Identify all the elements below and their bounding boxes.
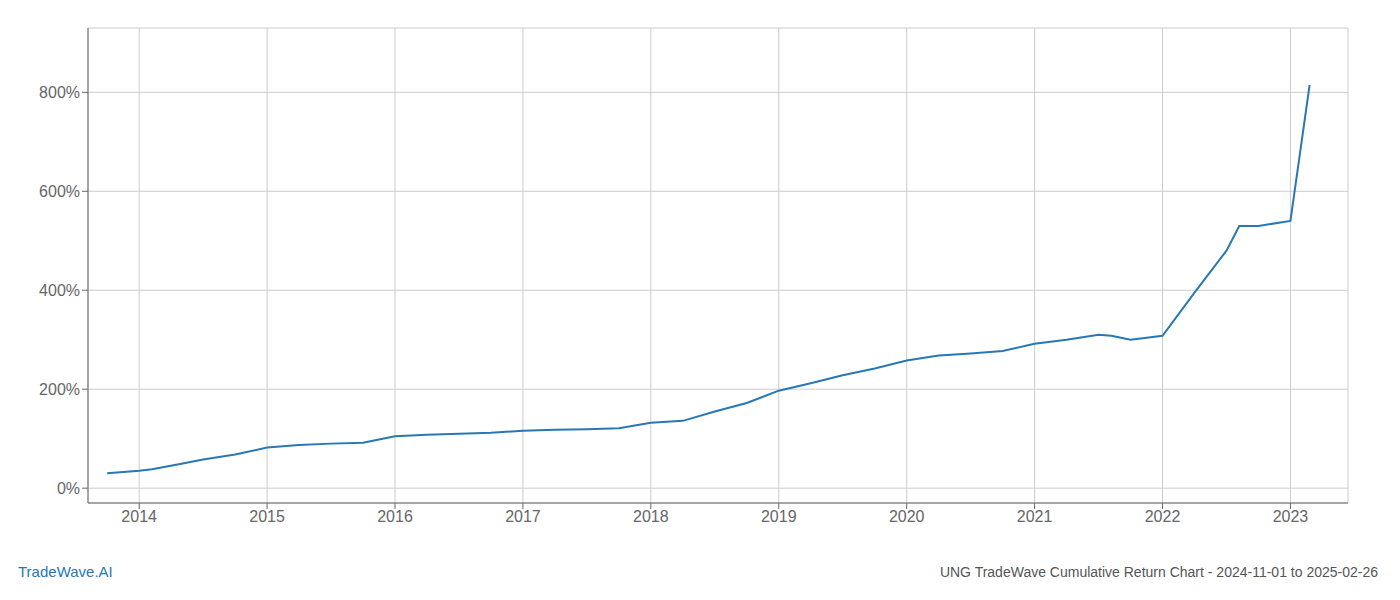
- svg-text:2020: 2020: [889, 508, 925, 525]
- svg-text:2015: 2015: [249, 508, 285, 525]
- svg-text:2021: 2021: [1017, 508, 1053, 525]
- svg-text:2016: 2016: [377, 508, 413, 525]
- svg-text:0%: 0%: [57, 480, 80, 497]
- svg-text:2018: 2018: [633, 508, 669, 525]
- svg-text:2023: 2023: [1273, 508, 1309, 525]
- svg-text:2017: 2017: [505, 508, 541, 525]
- svg-text:200%: 200%: [39, 381, 80, 398]
- html-text:UNG TradeWave Cumulative Retur: UNG TradeWave Cumulative Return Chart - …: [939, 564, 1378, 580]
- svg-text:800%: 800%: [39, 84, 80, 101]
- svg-text:2022: 2022: [1145, 508, 1181, 525]
- svg-text:2019: 2019: [761, 508, 797, 525]
- svg-text:600%: 600%: [39, 183, 80, 200]
- html-text:TradeWave.AI: TradeWave.AI: [18, 563, 113, 580]
- svg-text:400%: 400%: [39, 282, 80, 299]
- svg-text:2014: 2014: [121, 508, 157, 525]
